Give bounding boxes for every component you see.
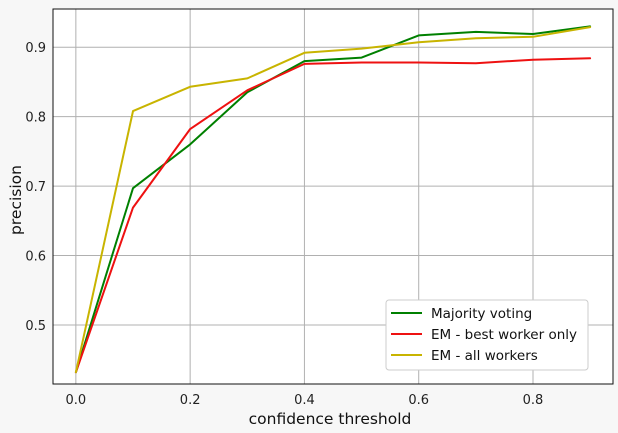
x-axis-label: confidence threshold (249, 410, 412, 428)
x-tick-labels: 0.0 0.2 0.4 0.6 0.8 (66, 393, 544, 408)
plot-frame (52, 8, 614, 385)
series-line-1 (74, 25, 592, 374)
y-tick-label: 0.6 (25, 250, 46, 265)
y-tick-label: 0.9 (25, 41, 46, 56)
y-tick-label: 0.8 (25, 111, 46, 126)
y-axis-label: precision (7, 165, 25, 235)
series-lines (74, 25, 592, 374)
y-tick-labels: 0.5 0.6 0.7 0.8 0.9 (25, 41, 46, 334)
x-tick-label: 0.4 (294, 393, 315, 408)
y-tick-label: 0.7 (25, 180, 46, 195)
legend-entry: Majority voting (431, 306, 532, 322)
y-tick-label: 0.5 (25, 319, 46, 334)
x-tick-label: 0.6 (408, 393, 429, 408)
series-line-3 (74, 26, 592, 374)
x-tick-label: 0.0 (66, 393, 87, 408)
x-tick-label: 0.8 (523, 393, 544, 408)
legend-entry: EM - best worker only (431, 327, 577, 343)
legend-box (385, 299, 589, 371)
legend: Majority voting EM - best worker only EM -… (385, 299, 589, 371)
x-tick-label: 0.2 (180, 393, 201, 408)
series-line-2 (74, 57, 592, 374)
legend-entry: EM - all workers (431, 348, 538, 364)
